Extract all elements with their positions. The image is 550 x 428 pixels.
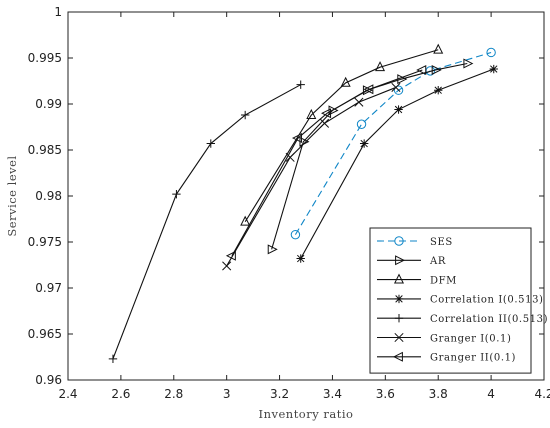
data-point: [172, 189, 181, 199]
data-point: [222, 261, 232, 271]
series-3: [296, 64, 498, 263]
legend-item: AR: [377, 255, 446, 267]
axis-ticks: 2.4 2.6 2.8 3 3.2 3.4 3.6 3.8 4 4.2 0.96 0.965 0.97 0…: [28, 5, 550, 401]
data-point: [206, 139, 215, 148]
data-point: [319, 118, 330, 128]
legend-marker: [393, 273, 405, 284]
y-tick-label: 0.96: [35, 373, 62, 387]
data-point: [306, 108, 317, 119]
legend-label: Correlation II(0.513): [430, 314, 548, 325]
y-tick-label: 0.995: [28, 51, 62, 65]
legend-marker: [395, 255, 406, 266]
data-point: [394, 105, 403, 114]
x-tick-label: 2.4: [58, 387, 77, 401]
y-tick-label: 0.98: [35, 189, 62, 203]
legend-item: DFM: [377, 273, 457, 286]
data-point: [363, 84, 374, 95]
legend-item: Correlation I(0.513): [377, 294, 544, 306]
legend-item: Granger I(0.1): [377, 332, 512, 344]
legend-label: DFM: [430, 275, 457, 286]
series-6: [225, 64, 427, 261]
y-tick-label: 0.99: [35, 97, 62, 111]
legend-label: Correlation I(0.513): [430, 295, 544, 306]
legend-marker: [392, 351, 403, 362]
x-tick-label: 2.8: [164, 387, 183, 401]
x-tick-label: 3.2: [270, 387, 289, 401]
data-point: [416, 64, 427, 75]
legend-label: Granger I(0.1): [430, 333, 512, 344]
x-tick-label: 4.2: [534, 387, 550, 401]
series-line: [244, 49, 439, 223]
y-tick-label: 0.965: [28, 327, 62, 341]
legend-marker: [394, 236, 404, 246]
data-point: [340, 76, 351, 87]
data-point: [463, 58, 474, 69]
legend-label: AR: [429, 256, 446, 267]
legend-marker: [394, 314, 404, 323]
x-tick-label: 3: [223, 387, 231, 401]
data-point: [290, 229, 301, 240]
data-point: [375, 61, 386, 72]
data-point: [359, 139, 369, 148]
data-point: [356, 119, 367, 129]
data-point: [431, 64, 442, 75]
x-tick-label: 3.4: [323, 387, 342, 401]
data-point: [296, 254, 305, 263]
data-point: [108, 354, 118, 364]
legend-item: Correlation II(0.513): [377, 314, 548, 325]
series-2: [240, 43, 444, 226]
series-4: [108, 80, 305, 364]
legend-item: SES: [377, 236, 453, 248]
data-point: [354, 97, 364, 107]
legend-item: Granger II(0.1): [377, 351, 516, 364]
y-tick-label: 0.97: [35, 281, 62, 295]
series-5: [222, 82, 401, 271]
y-tick-label: 0.985: [28, 143, 62, 157]
data-point: [296, 80, 305, 89]
x-axis-title: Inventory ratio: [259, 407, 354, 421]
x-tick-label: 2.6: [111, 387, 130, 401]
data-point: [285, 152, 295, 162]
y-axis-title: Service level: [5, 155, 19, 236]
data-point: [391, 82, 401, 92]
data-point: [267, 244, 278, 255]
legend-marker: [394, 294, 404, 304]
legend-label: SES: [430, 237, 453, 248]
y-tick-label: 0.975: [28, 235, 62, 249]
data-point: [433, 43, 444, 54]
series-layer: [108, 43, 498, 364]
data-point: [225, 250, 236, 261]
legend: SES AR DFM Correlation I(0.513) Correlation …: [369, 227, 548, 374]
y-tick-label: 1: [54, 5, 62, 19]
data-point: [328, 105, 339, 116]
data-point: [240, 110, 250, 120]
data-point: [240, 215, 251, 226]
data-point: [291, 133, 302, 144]
data-point: [393, 85, 404, 95]
data-point: [321, 108, 332, 119]
legend-marker: [394, 332, 404, 343]
data-point: [486, 47, 496, 58]
x-tick-label: 3.8: [429, 387, 448, 401]
legend-label: Granger II(0.1): [430, 353, 516, 364]
data-point: [434, 86, 443, 95]
series-line: [231, 69, 423, 257]
data-point: [489, 64, 498, 74]
x-tick-label: 3.6: [376, 387, 395, 401]
x-tick-label: 4: [487, 387, 495, 401]
